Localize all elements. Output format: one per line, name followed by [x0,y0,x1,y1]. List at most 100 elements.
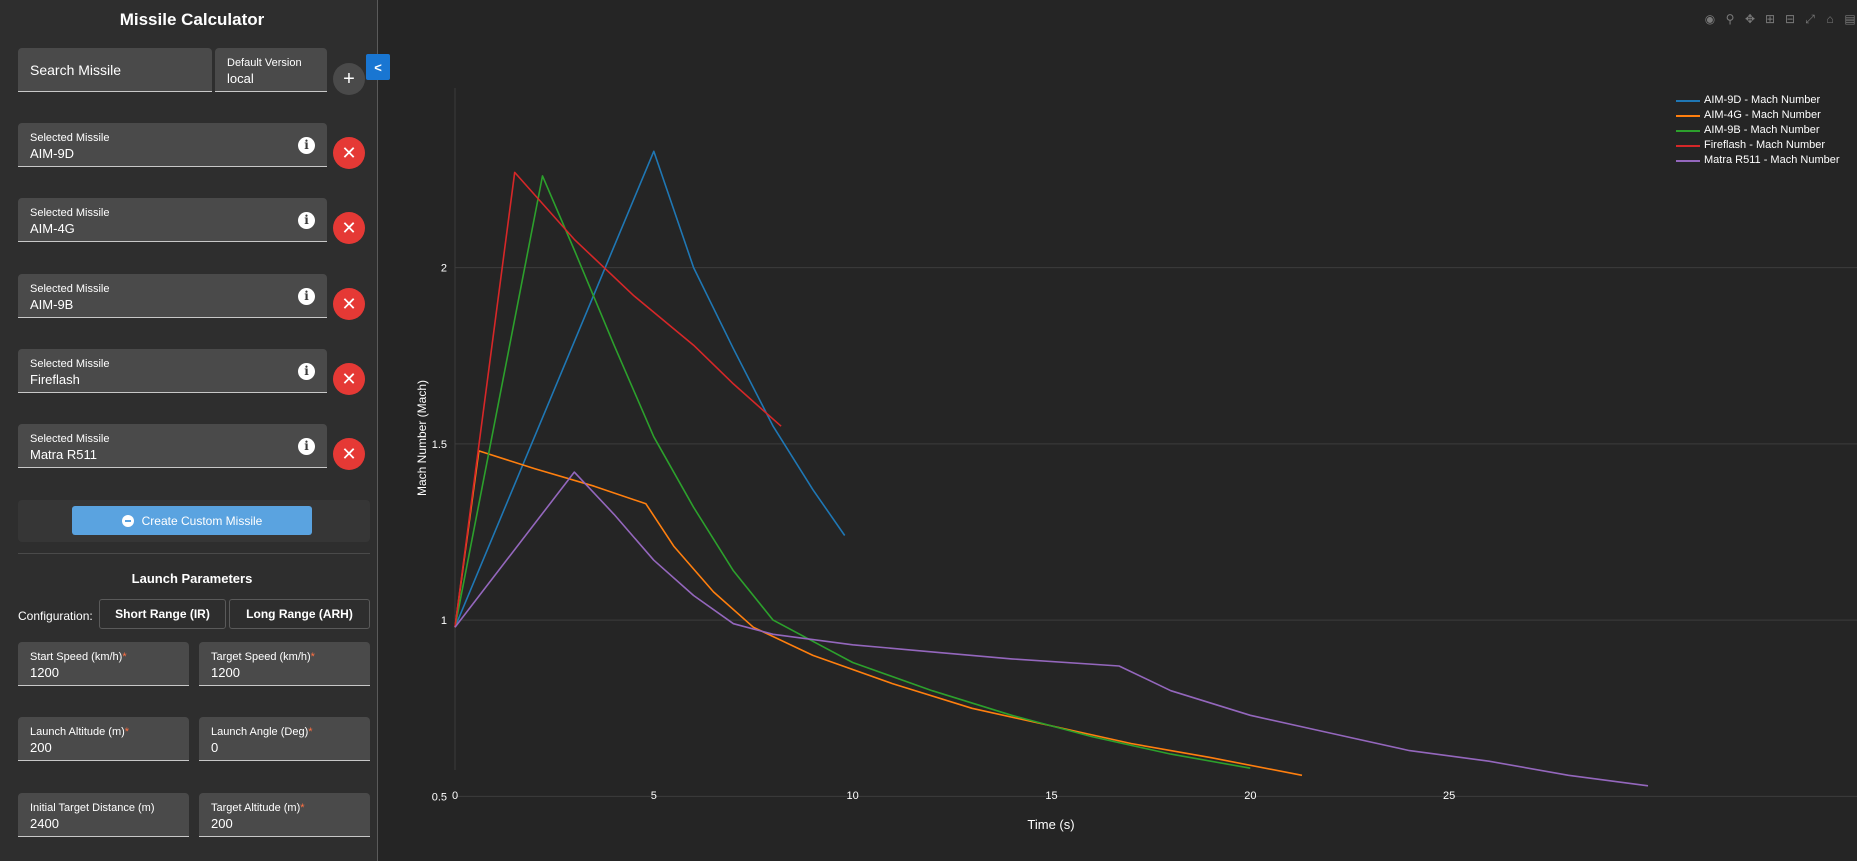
selected-missile-label: Selected Missile [30,132,110,144]
selected-missile-field[interactable]: Selected Missile Fireflash i [18,349,327,393]
required-marker: * [122,651,127,663]
selected-missile-field[interactable]: Selected Missile AIM-9D i [18,123,327,167]
plotly-logo-icon[interactable]: ▤ [1844,12,1856,26]
legend-item[interactable]: Matra R511 - Mach Number [1676,153,1840,168]
launch-param-label: Launch Angle (Deg)* [211,726,313,738]
launch-param-label: Target Speed (km/h)* [211,651,315,663]
launch-param-value: 200 [211,816,233,831]
legend-item[interactable]: AIM-9D - Mach Number [1676,93,1840,108]
info-icon[interactable]: i [298,438,315,455]
info-icon[interactable]: i [298,363,315,380]
legend-label: AIM-4G - Mach Number [1704,109,1821,121]
info-icon[interactable]: i [298,137,315,154]
launch-param-label-text: Start Speed (km/h) [30,651,123,663]
zoom-icon[interactable]: ⚲ [1725,12,1735,26]
remove-missile-button[interactable]: ✕ [333,137,365,169]
search-placeholder: Search Missile [30,61,122,78]
remove-missile-button[interactable]: ✕ [333,288,365,320]
legend-label: AIM-9D - Mach Number [1704,94,1821,106]
launch-param-label-text: Target Altitude (m) [211,802,301,814]
selected-missile-value: Fireflash [30,372,80,387]
home-icon[interactable]: ⌂ [1826,12,1834,26]
launch-param-field[interactable]: Start Speed (km/h)* 1200 [18,642,189,686]
chart-legend: AIM-9D - Mach Number AIM-4G - Mach Number… [1676,93,1840,168]
selected-missile-value: Matra R511 [30,447,97,462]
selected-missile-label: Selected Missile [30,358,110,370]
camera-icon[interactable]: ◉ [1704,12,1716,26]
launch-param-label-text: Launch Altitude (m) [30,726,125,738]
close-icon: ✕ [341,444,357,464]
y-tick-label: 1.5 [432,439,447,451]
launch-param-value: 1200 [211,665,240,680]
sidebar-content: Missile Calculator Search Missile Defaul… [6,0,378,861]
zoom-out-icon[interactable]: ⊟ [1784,12,1796,26]
search-missile-input[interactable]: Search Missile [18,48,212,92]
selected-missile-label: Selected Missile [30,207,110,219]
minus-circle-icon [121,514,134,527]
legend-label: Matra R511 - Mach Number [1704,154,1840,166]
launch-param-label: Start Speed (km/h)* [30,651,127,663]
selected-missile-field[interactable]: Selected Missile Matra R511 i [18,424,327,468]
selected-missile-field[interactable]: Selected Missile AIM-9B i [18,274,327,318]
plus-icon: + [343,68,355,90]
add-missile-button[interactable]: + [333,63,365,95]
legend-item[interactable]: Fireflash - Mach Number [1676,138,1840,153]
remove-missile-button[interactable]: ✕ [333,363,365,395]
info-icon[interactable]: i [298,288,315,305]
launch-param-field[interactable]: Target Speed (km/h)* 1200 [199,642,370,686]
chevron-left-icon: < [374,59,382,75]
create-custom-missile-button[interactable]: Create Custom Missile [72,506,312,535]
app-title: Missile Calculator [119,10,265,29]
legend-swatch [1676,115,1700,117]
legend-label: AIM-9B - Mach Number [1704,124,1820,136]
create-custom-label: Create Custom Missile [141,513,263,528]
collapse-sidebar-button[interactable]: < [366,54,390,80]
version-select[interactable]: Default Version local [215,48,327,92]
required-marker: * [300,802,305,814]
remove-missile-button[interactable]: ✕ [333,212,365,244]
launch-param-label-text: Initial Target Distance (m) [30,802,155,814]
remove-missile-button[interactable]: ✕ [333,438,365,470]
close-icon: ✕ [341,369,357,389]
y-tick-label: 0.5 [432,791,447,803]
legend-item[interactable]: AIM-4G - Mach Number [1676,108,1840,123]
x-tick-label: 0 [452,790,458,802]
config-short-range-button[interactable]: Short Range (IR) [99,599,226,629]
version-value: local [227,71,254,86]
y-axis-label: Mach Number (Mach) [415,380,429,496]
launch-param-field[interactable]: Initial Target Distance (m) 2400 [18,793,189,837]
config-long-range-button[interactable]: Long Range (ARH) [229,599,370,629]
close-icon: ✕ [341,218,357,238]
x-tick-label: 25 [1443,790,1455,802]
selected-missile-field[interactable]: Selected Missile AIM-4G i [18,198,327,242]
pan-icon[interactable]: ✥ [1744,12,1756,26]
legend-swatch [1676,130,1700,132]
launch-param-value: 2400 [30,816,59,831]
legend-swatch [1676,100,1700,102]
x-axis-label: Time (s) [1027,817,1074,832]
launch-parameters-title: Launch Parameters [131,571,253,586]
selected-missile-label: Selected Missile [30,283,110,295]
close-icon: ✕ [341,143,357,163]
required-marker: * [308,726,313,738]
divider [18,553,370,554]
sidebar: Missile Calculator Search Missile Defaul… [0,0,390,861]
autoscale-icon[interactable]: ⤢ [1805,12,1815,26]
launch-param-field[interactable]: Launch Angle (Deg)* 0 [199,717,370,761]
series-line-3 [454,171,782,628]
launch-param-field[interactable]: Target Altitude (m)* 200 [199,793,370,837]
launch-param-label-text: Target Speed (km/h) [211,651,311,663]
close-icon: ✕ [341,294,357,314]
legend-swatch [1676,145,1700,147]
launch-param-value: 1200 [30,665,59,680]
legend-item[interactable]: AIM-9B - Mach Number [1676,123,1840,138]
launch-param-label: Initial Target Distance (m) [30,802,155,814]
series-line-1 [454,450,1303,777]
series-line-4 [454,471,1649,787]
info-icon[interactable]: i [298,212,315,229]
zoom-in-icon[interactable]: ⊞ [1764,12,1776,26]
launch-param-value: 200 [30,740,52,755]
selected-missile-value: AIM-9B [30,297,74,312]
launch-param-field[interactable]: Launch Altitude (m)* 200 [18,717,189,761]
launch-param-label: Launch Altitude (m)* [30,726,129,738]
